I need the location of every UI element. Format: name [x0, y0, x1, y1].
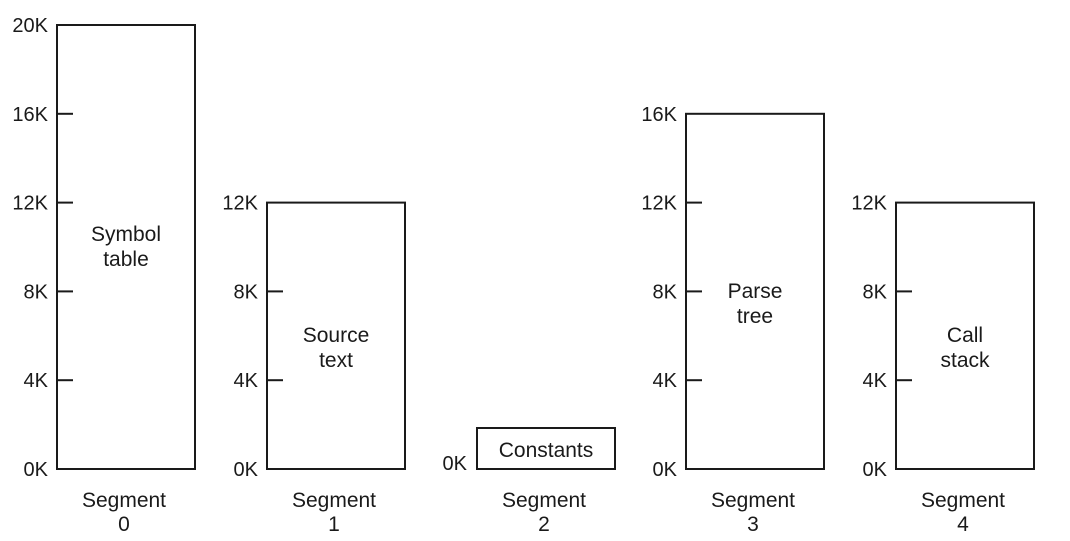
segment-4-tick-label: 0K [863, 459, 888, 481]
segment-1-tick-label: 12K [222, 193, 258, 215]
segment-4-box [895, 201, 1035, 470]
segment-0-caption: 0 [118, 513, 130, 536]
segment-3-tick-label: 12K [641, 193, 677, 215]
segment-0-tick-label: 20K [12, 15, 48, 37]
segment-3-contents: Parse [728, 280, 783, 303]
segment-3-tick-label: 8K [653, 281, 678, 303]
segment-4-caption: 4 [957, 513, 969, 536]
segment-0-box [56, 24, 196, 470]
segment-2-box [476, 427, 616, 470]
segment-0-contents: table [103, 248, 149, 271]
segment-2-tick-label: 0K [443, 453, 468, 475]
segment-1-contents: Source [303, 324, 370, 347]
segment-4-tick-label: 8K [863, 281, 888, 303]
segment-3-tick-label: 0K [653, 459, 678, 481]
segment-1-caption: 1 [328, 513, 340, 536]
segment-0-tick-label: 16K [12, 104, 48, 126]
segment-1-tick-label: 8K [234, 281, 259, 303]
segment-3-caption: 3 [747, 513, 759, 536]
segment-0-tick-label: 0K [24, 459, 49, 481]
segment-4-tick-label: 12K [851, 193, 887, 215]
segment-0-contents: Symbol [91, 223, 161, 246]
segment-1-contents: text [319, 349, 353, 372]
segment-1-caption: Segment [292, 489, 376, 512]
segment-2-caption: Segment [502, 489, 586, 512]
segment-1-box [266, 201, 406, 470]
segment-2-contents: Constants [499, 439, 594, 462]
segment-3-contents: tree [737, 305, 773, 328]
segment-4-caption: Segment [921, 489, 1005, 512]
segment-4-contents: stack [940, 349, 990, 372]
segment-2-caption: 2 [538, 513, 550, 536]
segment-1-tick-label: 4K [234, 370, 259, 392]
segment-4-tick-label: 4K [863, 370, 888, 392]
segment-0-tick-label: 4K [24, 370, 49, 392]
segment-3-tick-label: 16K [641, 104, 677, 126]
segment-0-tick-label: 8K [24, 281, 49, 303]
segment-3-tick-label: 4K [653, 370, 678, 392]
segment-1-tick-label: 0K [234, 459, 259, 481]
segment-0-tick-label: 12K [12, 193, 48, 215]
segment-0-caption: Segment [82, 489, 166, 512]
segment-3-caption: Segment [711, 489, 795, 512]
segment-4-contents: Call [947, 324, 983, 347]
